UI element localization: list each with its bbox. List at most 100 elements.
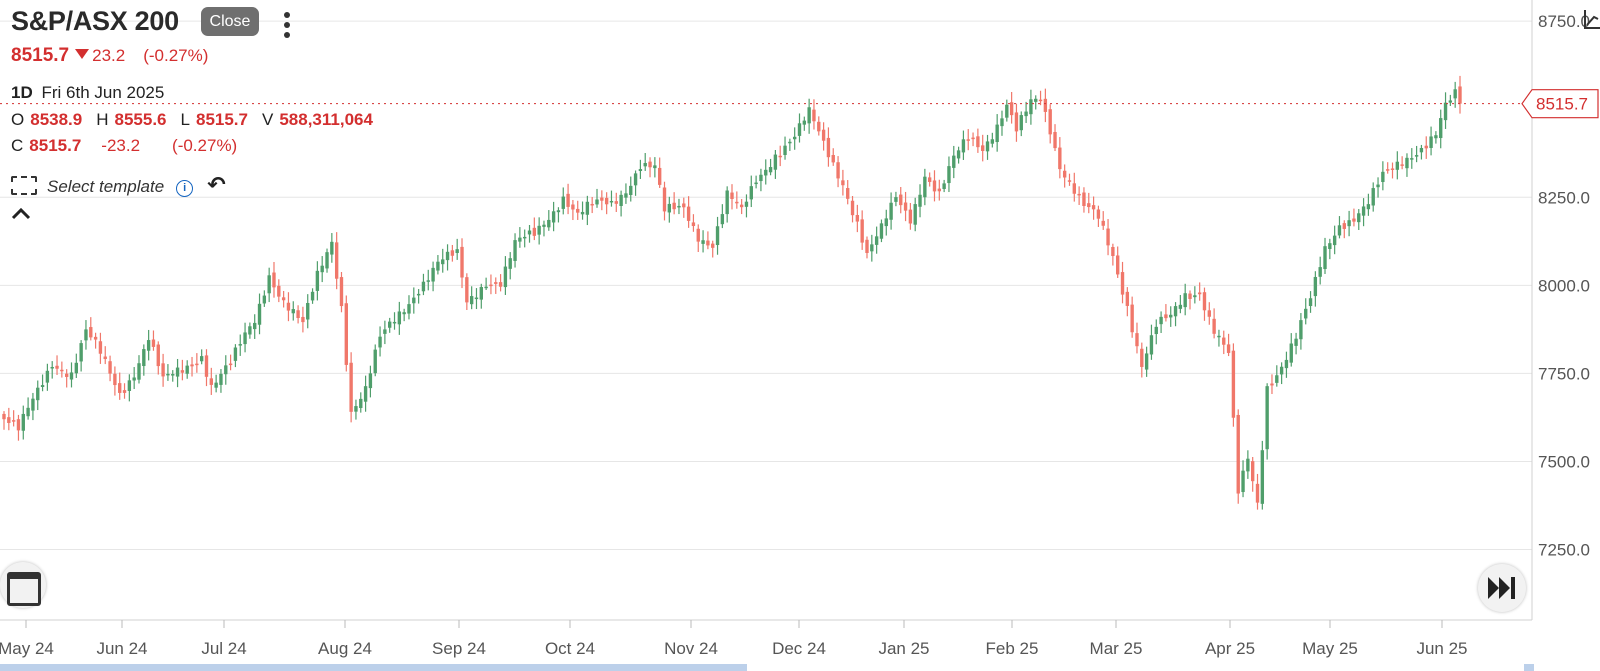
candle-body bbox=[1342, 223, 1346, 229]
candle-body bbox=[320, 265, 324, 273]
skip-to-end-button[interactable] bbox=[1478, 564, 1526, 612]
candle-body bbox=[1260, 450, 1265, 504]
candle-body bbox=[315, 270, 320, 291]
candle-body bbox=[527, 230, 532, 235]
low-value: 8515.7 bbox=[195, 110, 248, 129]
candle-body bbox=[272, 272, 276, 288]
candle-body bbox=[1284, 359, 1289, 369]
candle-body bbox=[60, 369, 64, 372]
candle-body bbox=[84, 329, 88, 341]
candle-body bbox=[1323, 246, 1327, 270]
y-tick-label: 8250.0 bbox=[1538, 188, 1590, 207]
candle-body bbox=[817, 121, 821, 132]
close-change: -23.2 bbox=[101, 136, 141, 155]
candle-body bbox=[1443, 102, 1448, 121]
candle-body bbox=[1400, 164, 1404, 166]
x-tick-label: Jun 25 bbox=[1416, 639, 1467, 658]
vertical-dots-icon[interactable] bbox=[282, 10, 292, 40]
candle-body bbox=[1212, 318, 1216, 334]
candle-body bbox=[1029, 99, 1033, 115]
close-button[interactable]: Close bbox=[201, 7, 259, 36]
candle-body bbox=[1347, 220, 1351, 227]
y-tick-label: 8000.0 bbox=[1538, 276, 1590, 295]
candle-body bbox=[686, 206, 691, 221]
close-value: 8515.7 bbox=[29, 136, 82, 155]
last-price: 8515.7 bbox=[11, 45, 70, 66]
candle-body bbox=[142, 349, 146, 367]
candle-body bbox=[1072, 183, 1076, 194]
candle-body bbox=[151, 339, 156, 347]
candle-body bbox=[937, 188, 941, 192]
chart-type-icon[interactable] bbox=[1582, 8, 1600, 32]
candle-body bbox=[498, 282, 503, 287]
candle-body bbox=[518, 237, 522, 242]
candle-body bbox=[1101, 220, 1105, 226]
last-price-tag-label: 8515.7 bbox=[1536, 95, 1588, 114]
candle-body bbox=[604, 197, 609, 205]
calendar-icon bbox=[7, 572, 41, 606]
candle-body bbox=[103, 356, 107, 360]
candle-body bbox=[595, 199, 599, 205]
undo-icon[interactable]: ↶ bbox=[207, 172, 226, 197]
calendar-button[interactable] bbox=[0, 562, 46, 608]
candle-body bbox=[344, 303, 348, 365]
candle-body bbox=[40, 385, 45, 388]
candle-body bbox=[1034, 98, 1038, 102]
candle-body bbox=[759, 174, 763, 182]
bar-date-line: 1D Fri 6th Jun 2025 bbox=[11, 83, 164, 103]
candle-body bbox=[257, 303, 262, 325]
select-template-control[interactable]: Select template i ↶ bbox=[11, 172, 226, 198]
candle-body bbox=[1366, 204, 1371, 210]
candle-body bbox=[161, 363, 165, 377]
chevron-up-icon[interactable] bbox=[11, 205, 31, 221]
info-icon[interactable]: i bbox=[176, 180, 194, 197]
candle-body bbox=[277, 285, 281, 297]
high-value: 8555.6 bbox=[114, 110, 167, 129]
x-tick-label: Oct 24 bbox=[545, 639, 595, 658]
candle-body bbox=[1043, 98, 1048, 112]
candle-body bbox=[1183, 293, 1187, 308]
candle-body bbox=[407, 304, 411, 314]
candle-body bbox=[638, 169, 643, 172]
x-tick-label: Sep 24 bbox=[432, 639, 486, 658]
candle-body bbox=[1275, 375, 1279, 383]
candle-body bbox=[768, 167, 773, 173]
candle-body bbox=[706, 240, 710, 246]
x-tick-label: Apr 25 bbox=[1205, 639, 1255, 658]
open-value: 8538.9 bbox=[30, 110, 83, 129]
candle-body bbox=[860, 219, 864, 243]
candle-body bbox=[961, 139, 966, 153]
candle-body bbox=[1116, 255, 1120, 275]
close-change-pct: (-0.27%) bbox=[172, 136, 238, 155]
candle-body bbox=[1318, 267, 1322, 277]
scrollbar-thumb[interactable] bbox=[0, 664, 747, 671]
candle-body bbox=[1188, 293, 1192, 299]
candle-body bbox=[1265, 386, 1269, 450]
candle-body bbox=[306, 302, 310, 320]
candle-body bbox=[657, 167, 662, 185]
candle-body bbox=[253, 322, 257, 330]
candle-body bbox=[445, 251, 450, 261]
candle-body bbox=[354, 406, 358, 412]
candle-body bbox=[214, 382, 218, 388]
time-scrollbar[interactable] bbox=[0, 664, 1600, 671]
candle-body bbox=[1048, 109, 1052, 135]
candle-body bbox=[1091, 205, 1096, 210]
candle-body bbox=[1164, 314, 1168, 319]
candle-body bbox=[469, 296, 474, 305]
candle-body bbox=[547, 219, 551, 228]
candle-body bbox=[802, 120, 807, 125]
candle-body bbox=[1130, 304, 1134, 333]
candle-body bbox=[50, 366, 54, 369]
candle-body bbox=[865, 239, 869, 253]
scrollbar-end[interactable] bbox=[1524, 664, 1534, 671]
candle-body bbox=[749, 186, 753, 200]
candle-body bbox=[79, 343, 83, 362]
candle-body bbox=[1337, 225, 1342, 236]
candle-body bbox=[619, 194, 623, 206]
candle-body bbox=[156, 344, 160, 367]
candle-body bbox=[918, 194, 922, 207]
candle-body bbox=[585, 201, 590, 215]
candle-body bbox=[1405, 157, 1409, 169]
